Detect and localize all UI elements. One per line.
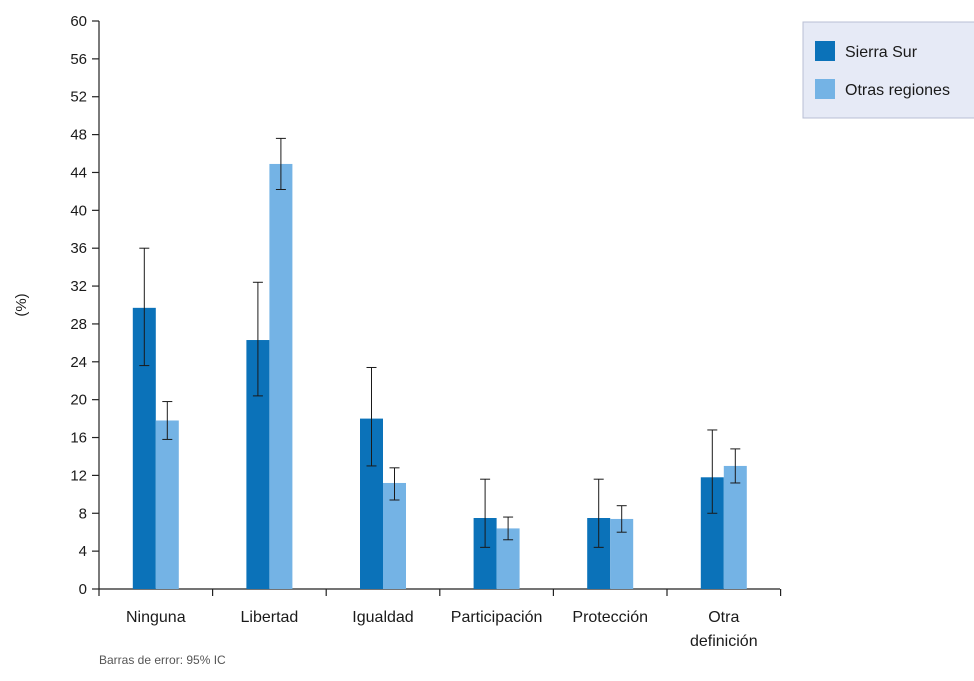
y-tick-label: 20 (70, 392, 87, 409)
y-tick-label: 56 (70, 51, 87, 68)
category-label: Participación (451, 609, 543, 626)
category-label: Otra definición (690, 609, 758, 650)
category-label-line: Igualdad (352, 609, 413, 626)
error-bars (139, 137, 741, 548)
y-tick-label: 12 (70, 467, 87, 484)
y-tick-label: 8 (79, 505, 87, 522)
category-label: Ninguna (126, 609, 186, 626)
category-label-line: Otra (708, 609, 739, 626)
y-tick-label: 48 (70, 127, 87, 144)
legend-swatch (815, 41, 835, 61)
bar (246, 340, 270, 589)
category-label: Libertad (240, 609, 298, 626)
category-label: Igualdad (352, 609, 413, 626)
legend-swatch (815, 79, 835, 99)
category-labels: Ninguna Libertad Igualdad Participación Prot… (126, 609, 758, 650)
bar (587, 518, 611, 589)
bars (132, 163, 747, 590)
bar (155, 420, 179, 589)
y-tick-label: 44 (70, 164, 87, 181)
legend-box (802, 21, 974, 119)
x-axis (98, 588, 782, 596)
bar (360, 418, 383, 589)
bar (132, 307, 156, 589)
y-axis-label: (%) (13, 293, 30, 316)
bar (700, 477, 724, 589)
category-label-line: Ninguna (126, 609, 186, 626)
legend: Sierra Sur Otras regiones (802, 21, 974, 119)
bar (269, 163, 293, 590)
y-tick-label: 32 (70, 278, 87, 295)
y-tick-label: 28 (70, 316, 87, 333)
y-tick-label: 0 (79, 581, 87, 598)
bar (473, 518, 497, 589)
legend-label: Otras regiones (845, 82, 950, 99)
y-tick-label: 24 (70, 354, 87, 371)
category-label: Protección (572, 609, 648, 626)
y-tick-label: 52 (70, 89, 87, 106)
bar (723, 465, 747, 589)
category-label-line: Protección (572, 609, 648, 626)
category-label-line: definición (690, 633, 758, 650)
bar (496, 528, 520, 589)
bar (383, 482, 406, 589)
y-tick-label: 16 (70, 430, 87, 447)
y-tick-label: 4 (79, 543, 87, 560)
bar (610, 518, 634, 589)
category-label-line: Participación (451, 609, 543, 626)
error-bar-note: Barras de error: 95% IC (99, 653, 226, 667)
legend-label: Sierra Sur (845, 44, 918, 61)
y-tick-label: 60 (70, 13, 87, 30)
y-tick-label: 40 (70, 202, 87, 219)
category-label-line: Libertad (240, 609, 298, 626)
y-tick-label: 36 (70, 240, 87, 257)
